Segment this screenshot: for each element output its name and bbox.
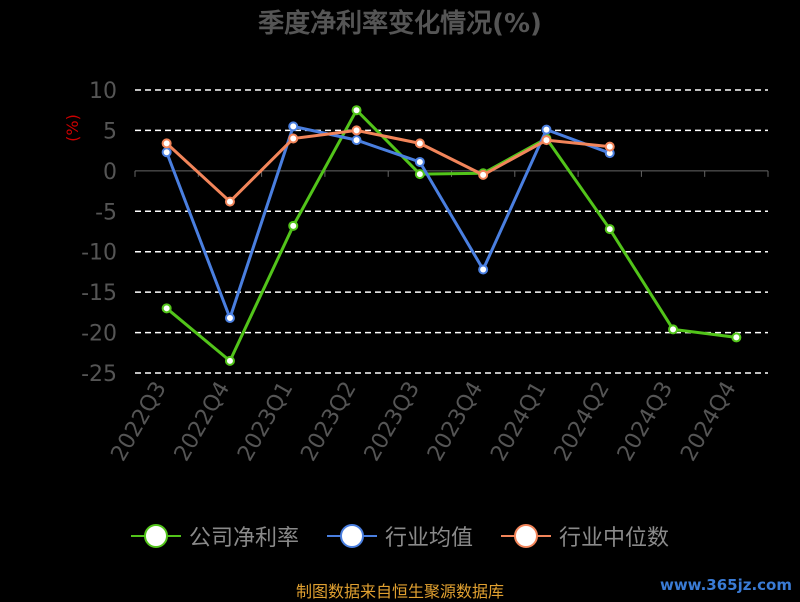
data-point <box>478 264 489 275</box>
source-note: 制图数据来自恒生聚源数据库 <box>295 582 504 601</box>
x-tick-label: 2024Q3 <box>613 378 678 466</box>
data-point <box>288 133 299 144</box>
x-tick-label: 2023Q2 <box>296 378 361 466</box>
y-tick-label: -10 <box>81 241 117 266</box>
data-point <box>224 196 235 207</box>
legend-item[interactable]: 行业均值 <box>326 520 473 552</box>
watermark: www.365jz.com <box>659 576 792 594</box>
series-line <box>165 128 610 204</box>
y-tick-label: 0 <box>103 160 117 185</box>
data-point <box>351 105 362 116</box>
y-axis-label: (%) <box>63 114 82 142</box>
legend-marker-icon <box>326 524 377 548</box>
data-point <box>414 156 425 167</box>
x-tick-label: 2024Q2 <box>550 378 615 466</box>
series-lines <box>161 105 742 366</box>
legend: 公司净利率 行业均值 行业中位数 <box>0 518 800 554</box>
data-point <box>414 169 425 180</box>
y-tick-label: 10 <box>89 79 117 104</box>
series-line <box>165 107 737 364</box>
data-point <box>224 313 235 324</box>
data-point <box>224 355 235 366</box>
y-tick-label: -5 <box>95 200 117 225</box>
x-tick-label: 2023Q3 <box>360 378 425 466</box>
x-tick-label: 2022Q4 <box>170 378 235 466</box>
grid-lines <box>135 89 768 374</box>
legend-label: 公司净利率 <box>188 526 299 551</box>
data-point <box>478 169 489 180</box>
data-point <box>288 220 299 231</box>
series-line <box>165 124 611 323</box>
y-tick-label: -20 <box>81 322 117 347</box>
y-tick-label: 5 <box>103 119 117 144</box>
legend-marker-icon <box>130 524 181 548</box>
data-point <box>668 324 679 335</box>
y-tick-label: -25 <box>81 362 117 387</box>
legend-label: 行业均值 <box>384 526 473 551</box>
data-point <box>351 125 362 136</box>
data-point <box>414 138 425 149</box>
data-point <box>541 135 552 146</box>
data-point <box>604 224 615 235</box>
x-tick-label: 2024Q4 <box>676 378 741 466</box>
x-tick-label: 2023Q4 <box>423 378 488 466</box>
legend-item[interactable]: 公司净利率 <box>130 520 299 552</box>
legend-label: 行业中位数 <box>559 526 670 551</box>
legend-item[interactable]: 行业中位数 <box>501 520 669 552</box>
x-tick-label: 2023Q1 <box>233 378 298 466</box>
data-point <box>351 135 362 146</box>
data-point <box>161 147 172 158</box>
legend-marker-icon <box>501 524 551 548</box>
axes: 1050-5-10-15-20-252022Q32022Q42023Q12023… <box>81 79 769 466</box>
data-point <box>288 121 299 132</box>
data-point <box>541 124 552 135</box>
data-point <box>604 141 615 152</box>
data-point <box>161 138 172 149</box>
data-point <box>161 303 172 314</box>
x-tick-label: 2024Q1 <box>486 378 551 466</box>
data-point <box>731 332 742 343</box>
y-tick-label: -15 <box>81 281 117 306</box>
chart-title: 季度净利率变化情况(%) <box>258 8 542 39</box>
x-tick-label: 2022Q3 <box>107 378 172 466</box>
